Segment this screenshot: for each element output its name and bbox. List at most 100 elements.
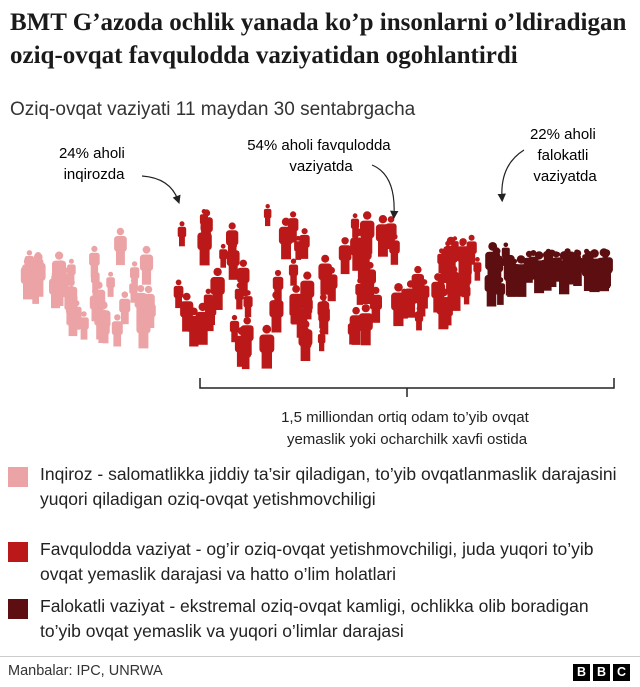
person-icon [129,278,138,303]
arrow-catastrophe [497,149,525,203]
person-icon [550,251,562,282]
person-icon [114,227,127,266]
bracket-label-line2: yemaslik yoki ocharchilk xavfi ostida [287,431,528,448]
person-icon [90,266,100,293]
person-icon [205,301,216,332]
annotation-catastrophe-line1: 22% aholi [530,126,596,143]
pictogram-figure: 24% aholi inqirozda 54% aholi favqulodda… [20,126,615,448]
person-icon [485,242,501,286]
person-icon [263,204,272,227]
person-icon [446,279,455,303]
person-icon [22,256,35,292]
person-icon [391,283,406,327]
legend-item-catastrophe: Falokatli vaziyat - ekstremal oziq-ovqat… [8,594,630,644]
annotation-crisis-line2: inqirozda [64,166,126,183]
person-icon [437,248,446,273]
bbc-logo: B B C [573,664,630,681]
person-icon [459,263,472,298]
person-icon [52,251,67,293]
person-icon [234,327,249,367]
legend-item-crisis: Inqiroz - salomatlikka jiddiy ta’sir qil… [8,462,630,512]
person-icon [600,249,613,287]
annotation-catastrophe: 22% aholi falokatli vaziyatda [530,126,600,185]
person-icon [300,271,315,313]
person-icon [531,251,547,294]
arrow-crisis [141,175,181,204]
logo-letter-c: C [613,664,630,681]
legend-swatch-emergency [8,542,28,562]
person-icon [501,242,510,266]
legend-swatch-crisis [8,467,28,487]
person-icon [369,286,382,323]
annotation-emergency-line1: 54% aholi favqulodda [247,137,391,154]
annotation-catastrophe-line2: falokatli [537,147,588,164]
bracket [199,378,615,389]
person-icon [269,291,284,333]
person-icon [130,261,140,289]
person-icon [317,293,330,329]
person-icon [259,324,275,369]
annotation-emergency: 54% aholi favqulodda vaziyatda [247,137,395,175]
person-icon [318,254,332,295]
logo-letter-b2: B [593,664,610,681]
person-icon [111,314,123,347]
bracket-label: 1,5 milliondan ortiq odam to’yib ovqat y… [281,409,533,448]
person-icon [226,241,240,280]
person-icon [180,292,194,332]
legend-swatch-catastrophe [8,599,28,619]
person-icon [30,252,46,297]
people-group [20,204,613,370]
person-icon [79,311,89,340]
person-icon [338,237,352,275]
person-icon [375,215,391,257]
annotation-emergency-line2: vaziyatda [289,158,353,175]
person-icon [177,221,187,247]
person-icon [510,263,519,286]
annotation-catastrophe-line3: vaziyatda [533,168,597,185]
annotation-crisis-line1: 24% aholi [59,145,125,162]
person-icon [473,257,482,281]
person-icon [139,245,154,285]
person-icon [219,243,228,268]
person-icon [101,318,110,344]
person-icon [67,258,76,285]
person-icon [404,280,417,318]
person-icon [136,306,151,349]
legend-text-emergency: Favqulodda vaziyat - og’ir oziq-ovqat ye… [40,539,594,584]
person-icon [237,259,250,297]
person-icon [145,297,156,328]
person-icon [66,294,77,326]
chart-subtitle: Oziq-ovqat vaziyati 11 maydan 30 sentabr… [10,99,416,120]
legend-text-crisis: Inqiroz - salomatlikka jiddiy ta’sir qil… [40,464,617,509]
person-icon [389,233,400,265]
person-icon [210,267,225,310]
annotation-crisis: 24% aholi inqirozda [59,145,129,183]
person-icon [229,314,240,343]
chart-title: BMT G’azoda ochlik yanada ko’p insonlarn… [10,9,627,69]
person-icon [287,211,299,243]
person-icon [300,327,312,360]
person-icon [299,228,310,259]
person-icon [358,234,372,274]
person-icon [89,288,102,322]
logo-letter-b1: B [573,664,590,681]
person-icon [355,278,365,305]
person-icon [243,290,253,318]
person-icon [89,245,100,277]
person-icon [570,254,581,284]
legend-text-catastrophe: Falokatli vaziyat - ekstremal oziq-ovqat… [40,596,589,641]
person-icon [288,258,299,286]
person-icon [347,317,357,345]
source-note: Manbalar: IPC, UNRWA [8,663,163,679]
bracket-label-line1: 1,5 milliondan ortiq odam to’yib ovqat [281,409,529,426]
person-icon [443,236,458,278]
person-icon [585,251,594,275]
person-icon [200,209,213,246]
arrow-emergency [371,164,399,220]
person-icon [106,271,115,297]
person-icon [415,281,428,317]
footer-divider [0,656,640,657]
person-icon [289,285,303,325]
person-icon [414,306,424,331]
person-icon [119,291,131,325]
